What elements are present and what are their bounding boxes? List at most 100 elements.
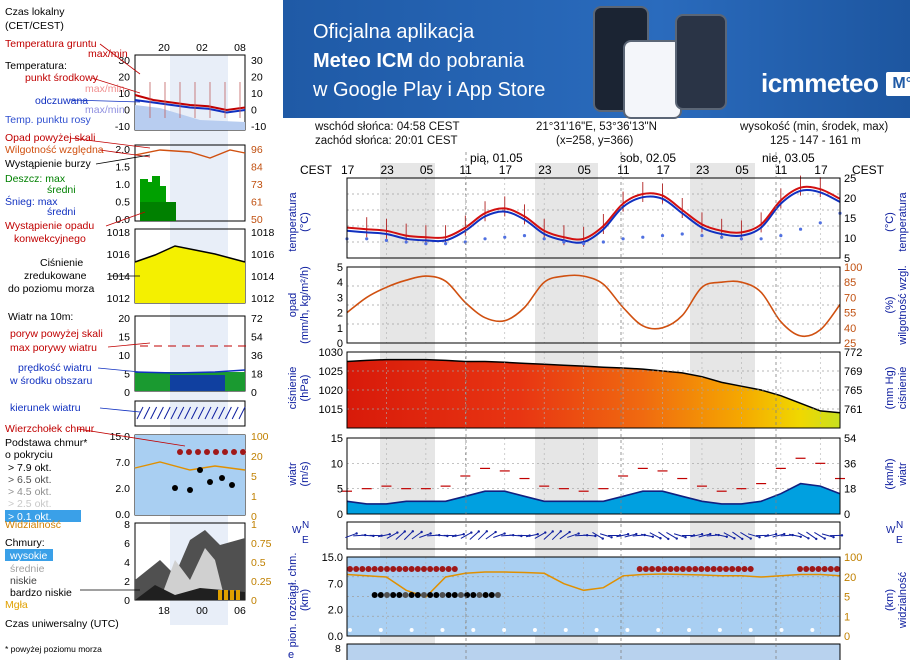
legend-c3: > 4.5 okt. [8,486,52,498]
wind-arrow [821,533,834,538]
legend-press-tick-left: 1018 [107,227,131,239]
legend-wind-speed: prędkość wiatru [18,362,92,374]
legend-top-hour: 20 [158,42,170,54]
wind-arrow [419,533,431,538]
legend-ground-temp: Temperatura gruntu [5,38,97,50]
cloud-top-dot [686,566,693,572]
legend-cloud-bg [135,435,245,515]
cloud-top-dot [661,566,668,572]
compass-n-left: N [302,520,309,531]
cloud-top-dot [747,566,754,572]
legend-hum-tick: 96 [251,144,263,156]
pressure-tick-right: 772 [844,347,862,359]
temp-line [346,185,841,241]
legend-press-tick-left: 1016 [107,249,131,261]
legend-wind-tick-left: 20 [118,313,130,325]
press-axis-unit: (hPa) [299,375,311,402]
wind-arrow [377,533,390,538]
cloud-top-dot [445,566,452,572]
wind-arrow-head [783,532,786,536]
legend-c1: > 7.9 okt. [8,462,52,474]
promo-banner[interactable]: Oficjalna aplikacja Meteo ICM do pobrani… [283,0,910,119]
legend-precip-above: Opad powyżej skali [5,132,95,144]
wind-arrow-head [725,535,728,538]
wind-arrow-head [355,532,358,535]
wind-arrow-head [758,535,761,539]
wind-arrow-head [626,533,630,536]
wind-arrow [345,532,357,539]
dew-point-dot [798,227,803,231]
wind-arrow-head [684,536,687,539]
wind-arrow [806,531,817,540]
dew-point-dot [641,235,645,239]
cloud-layer-panel [346,643,841,660]
wind-arrow [592,531,604,540]
dew-point-dot [739,237,744,241]
cloud-low-dot [717,628,722,632]
wind-arrow [740,532,752,539]
legend-footnote: * powyżej poziomu morza [5,644,102,654]
wind-arrow-head [651,535,655,538]
legend-press-tick-left: 1014 [107,271,131,283]
legend-wind-tick-right: 18 [251,369,263,381]
wind-arrow [567,533,579,538]
dew-point-dot [779,234,783,238]
legend-conv: Wystąpienie opadu [5,220,94,232]
cloud-top-dot [347,566,353,572]
legend-frac-tick: 0 [251,595,257,607]
legend-high: wysokie [9,550,48,562]
legend-visibility: Widzialność [5,519,61,531]
pressure-tick-right: 761 [844,404,862,416]
wind-arrow-head [594,534,597,538]
cloud-tick-right: 0 [844,631,850,643]
wind-arrow-head [429,532,432,535]
wind-arrow-head [551,530,554,533]
wind-arrow-head [494,530,497,534]
dew-point-dot [483,237,487,241]
cloud-tick-left: 7.0 [328,578,343,590]
wind-arrow [624,533,637,538]
legend-cloud-base-dot [207,479,213,485]
legend-fog-bar [224,590,228,600]
wind-axis-label: wiatr [287,462,299,487]
temp-axis-unit-right: (°C) [884,212,896,232]
wind-arrow-head [411,530,415,533]
hour-label: 11 [617,163,630,177]
legend-frac-tick: 0.5 [251,557,266,569]
wind-arrow [666,532,678,539]
cloud-tick-left: 15.0 [322,552,343,564]
legend-hum-tick: 73 [251,179,263,191]
legend-fog-bar [236,590,240,600]
cloud-low-dot [502,628,507,632]
hour-label: 11 [775,163,788,177]
axis-titles: temperatura (°C) (°C) temperatura opad (… [287,191,909,660]
wind-arrow-head [635,532,638,536]
cloud-top-dot [655,566,662,572]
legend-precip-tick: 1.5 [115,162,130,174]
legend-base-tick: 7.0 [115,457,130,469]
temp-axis-label: temperatura [287,191,299,251]
temp-tick-right: 20 [844,193,856,205]
pressure-tick-left: 1025 [319,366,343,378]
legend-temp-tick-left: 0 [124,105,130,117]
cloud-base-dot [464,592,471,598]
wind-arrow [658,531,669,540]
banner-line-3: w Google Play i App Store [313,79,546,101]
wind-tick-right: 36 [844,458,856,470]
pressure-tick-right: 769 [844,366,862,378]
legend-press-tick-right: 1012 [251,293,275,305]
wind-arrow [797,532,809,539]
temp-tick-right: 5 [844,253,850,265]
legend-cloud-base-dot [197,467,203,473]
icmmeteo-logo: icmmeteo M° [761,68,910,99]
cloud-top-dot [735,566,742,572]
cloud-low-dot [656,628,661,632]
banner-line-2: Meteo ICM do pobrania [313,47,545,76]
precip-tick-left: 5 [337,262,343,274]
wind-axis-unit: (m/s) [299,461,311,486]
wind-axis-unit-right: (km/h) [884,458,896,489]
legend-felt: odczuwana [35,95,88,107]
wind-arrow [583,534,596,537]
compass-w-right: W [886,525,896,536]
pressure-tick-left: 1030 [319,347,343,359]
